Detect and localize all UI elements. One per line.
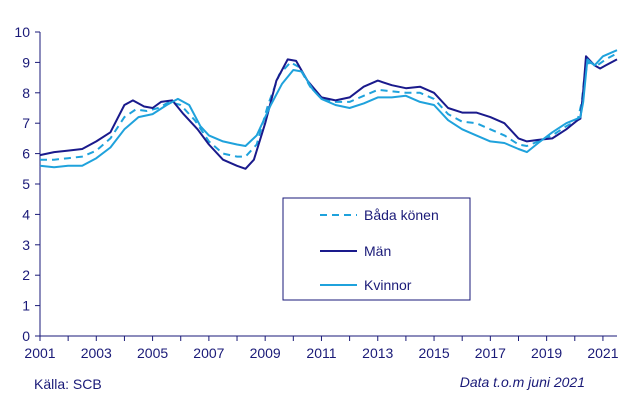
y-tick-label: 1: [22, 298, 30, 314]
x-tick-label: 2021: [587, 345, 618, 361]
y-tick-label: 10: [14, 24, 30, 40]
series-line-1: [39, 55, 618, 170]
x-tick-label: 2003: [81, 345, 112, 361]
series-line-2: [39, 49, 618, 169]
x-tick-label: 2013: [362, 345, 393, 361]
x-tick-label: 2017: [475, 345, 506, 361]
y-tick-label: 8: [22, 85, 30, 101]
legend-label-2: Kvinnor: [364, 277, 412, 293]
y-tick-label: 9: [22, 54, 30, 70]
y-tick-label: 2: [22, 267, 30, 283]
x-tick-label: 2005: [137, 345, 168, 361]
x-tick-label: 2009: [250, 345, 281, 361]
y-tick-label: 6: [22, 146, 30, 162]
y-tick-label: 4: [22, 206, 30, 222]
legend-label-0: Båda könen: [364, 207, 439, 223]
series-layer: [39, 49, 618, 170]
y-tick-label: 0: [22, 328, 30, 344]
legend: Båda könen Män Kvinnor: [282, 197, 471, 301]
source-note: Källa: SCB: [34, 376, 102, 392]
y-tick-label: 3: [22, 237, 30, 253]
y-tick-label: 5: [22, 176, 30, 192]
axes: 0 1 2 3 4 5 6 7 8 9 10 2001 2003 2005 2007 2009 2011 2013…: [14, 24, 618, 361]
x-tick-label: 2011: [306, 345, 336, 361]
series-line-0: [40, 52, 618, 161]
legend-label-1: Män: [364, 243, 391, 259]
data-date-note: Data t.o.m juni 2021: [459, 374, 585, 390]
y-tick-label: 7: [22, 115, 30, 131]
x-tick-label: 2019: [531, 345, 562, 361]
legend-box: [282, 197, 471, 301]
x-tick-label: 2007: [193, 345, 224, 361]
x-tick-label: 2001: [24, 345, 55, 361]
x-tick-label: 2015: [418, 345, 449, 361]
